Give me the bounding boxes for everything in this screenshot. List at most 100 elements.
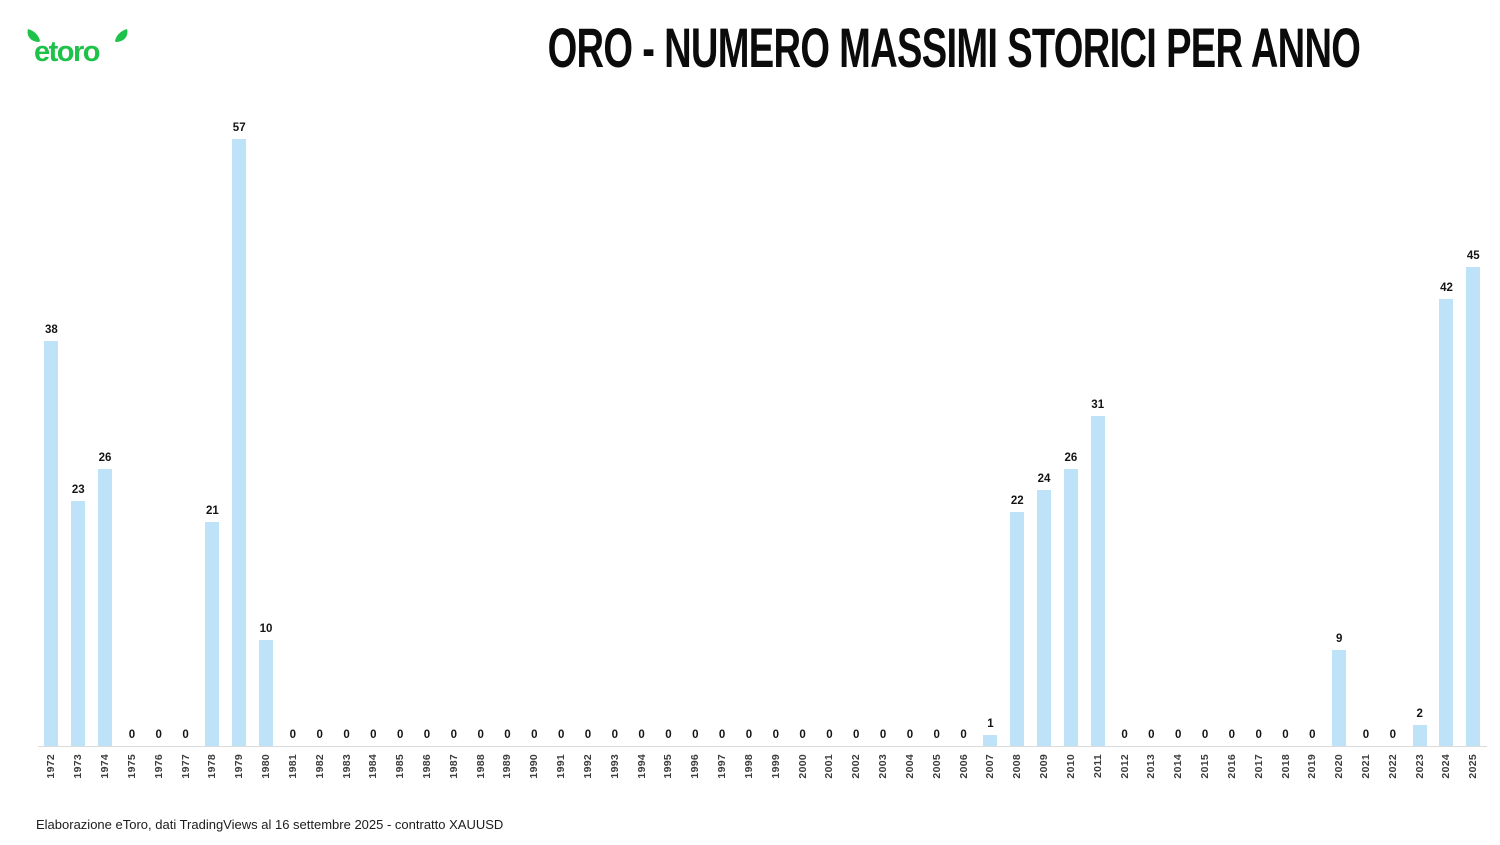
bar-slot: 0 2013 <box>1138 100 1165 779</box>
bar-value-label: 0 <box>1201 729 1209 741</box>
bar-value-label: 0 <box>584 729 592 741</box>
etoro-logo: etoro <box>27 29 128 68</box>
bar-value-label: 2 <box>1416 708 1423 720</box>
bar-slot: 31 2011 <box>1084 100 1111 778</box>
bar-value-label: 9 <box>1335 633 1343 645</box>
bar-value-label: 0 <box>316 729 323 741</box>
bar-slot: 10 1980 <box>253 100 280 779</box>
bar-value-label: 0 <box>370 729 377 741</box>
bar-value-label: 0 <box>477 729 484 741</box>
x-tick-label: 1999 <box>769 754 782 779</box>
bar-value-label: 38 <box>45 324 58 336</box>
bar <box>1412 725 1427 746</box>
bar-value-label: 0 <box>853 729 860 741</box>
bar-slot: 0 2004 <box>897 100 924 779</box>
x-tick-label: 2018 <box>1279 754 1292 779</box>
bar-slot: 0 2000 <box>789 100 816 779</box>
x-tick-label: 2015 <box>1199 754 1212 779</box>
chart-title: ORO - NUMERO MASSIMI STORICI PER ANNO <box>547 16 1361 79</box>
bar-value-label: 1 <box>987 718 994 730</box>
x-tick-label: 2011 <box>1091 754 1104 778</box>
bar-slot: 38 1972 <box>38 100 65 779</box>
bar-value-label: 0 <box>665 729 672 741</box>
bar-value-label: 0 <box>423 729 431 741</box>
bar-slot: 0 2022 <box>1379 100 1406 779</box>
bar-value-label: 0 <box>343 729 350 741</box>
x-tick-label: 1991 <box>555 754 568 779</box>
bar <box>983 735 998 746</box>
bar-value-label: 57 <box>232 122 246 134</box>
x-tick-label: 1986 <box>421 754 433 779</box>
bar-slot: 0 1990 <box>521 100 548 779</box>
x-tick-label: 2013 <box>1145 754 1158 779</box>
x-tick-label: 2010 <box>1064 754 1077 779</box>
bar-slot: 0 1988 <box>467 100 494 779</box>
bar-value-label: 0 <box>692 729 699 741</box>
bar-value-label: 0 <box>1148 729 1155 741</box>
bar-slot: 0 2015 <box>1192 100 1219 779</box>
x-tick-label: 1990 <box>528 754 541 779</box>
bar-slot: 0 1995 <box>655 100 682 779</box>
x-tick-label: 1982 <box>313 754 326 779</box>
x-tick-label: 1993 <box>608 754 621 779</box>
bar-slot: 0 1985 <box>387 100 414 779</box>
x-tick-label: 1977 <box>179 754 192 779</box>
bar-value-label: 0 <box>182 729 189 741</box>
bar-value-label: 0 <box>772 729 779 741</box>
x-tick-label: 1992 <box>581 754 594 779</box>
bar-slot: 22 2008 <box>1004 100 1031 779</box>
bar-slot: 0 1975 <box>118 100 145 779</box>
bar-value-label: 0 <box>745 729 753 741</box>
bar-slot: 0 1982 <box>306 100 333 779</box>
x-tick-label: 1984 <box>367 754 380 779</box>
x-tick-label: 2021 <box>1359 754 1372 779</box>
x-tick-label: 2019 <box>1306 754 1319 779</box>
bar-slot: 0 2006 <box>950 100 977 779</box>
bar-slot: 0 2005 <box>923 100 950 779</box>
bar <box>205 522 220 746</box>
x-tick-label: 2004 <box>903 754 916 779</box>
x-tick-label: 1997 <box>716 754 729 779</box>
bar <box>232 139 247 746</box>
bar-value-label: 0 <box>1255 729 1262 741</box>
bar-value-label: 26 <box>98 452 112 464</box>
bar-value-label: 0 <box>1362 729 1370 741</box>
bar-slot: 0 2014 <box>1165 100 1192 779</box>
bar-value-label: 45 <box>1466 250 1480 262</box>
bar-value-label: 31 <box>1091 399 1105 411</box>
x-tick-label: 2003 <box>877 754 890 779</box>
x-tick-label: 2002 <box>850 754 863 779</box>
bar-value-label: 0 <box>1309 729 1316 741</box>
bar-slot: 0 1986 <box>414 100 441 779</box>
bar <box>1010 512 1025 746</box>
bar-slot: 0 1997 <box>709 100 736 779</box>
bar <box>1332 650 1347 746</box>
bar <box>71 501 86 746</box>
bar <box>44 341 59 746</box>
bar-slot: 0 1991 <box>548 100 575 779</box>
bar-value-label: 0 <box>1174 729 1182 741</box>
x-tick-label: 2016 <box>1225 754 1238 779</box>
x-tick-label: 1974 <box>99 754 112 779</box>
bar-slot: 2 2023 <box>1406 100 1433 779</box>
x-tick-label: 2000 <box>796 754 809 779</box>
bar-slot: 0 1993 <box>601 100 628 779</box>
bar <box>259 640 274 746</box>
bar-value-label: 0 <box>638 729 645 741</box>
bar-slot: 0 2016 <box>1218 100 1245 779</box>
bar-value-label: 0 <box>155 729 162 741</box>
x-tick-label: 2001 <box>823 754 836 779</box>
x-tick-label: 2023 <box>1413 754 1426 779</box>
logo-left-horn-icon <box>27 29 40 42</box>
bar-slot: 26 2010 <box>1057 100 1084 779</box>
bar-slot: 0 2002 <box>843 100 870 779</box>
bar-value-label: 0 <box>826 729 833 741</box>
bar-slot: 42 2024 <box>1433 100 1460 779</box>
x-tick-label: 1983 <box>340 754 353 779</box>
bar <box>1063 469 1078 746</box>
x-tick-label: 2020 <box>1333 754 1346 779</box>
bar-value-label: 0 <box>906 729 914 741</box>
bar-value-label: 24 <box>1037 473 1051 485</box>
bar-slot: 57 1979 <box>226 100 253 779</box>
